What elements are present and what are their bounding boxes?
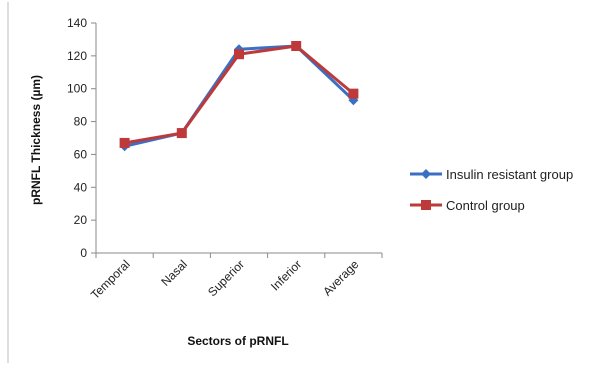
series-2 <box>119 41 359 148</box>
y-tick-label: 120 <box>67 49 87 63</box>
x-tick-label: Temporal <box>88 257 133 302</box>
y-tick-label: 80 <box>74 115 88 129</box>
y-tick-label: 20 <box>74 213 88 227</box>
legend-marker <box>421 169 431 179</box>
series-line <box>124 44 355 145</box>
data-point <box>176 128 187 139</box>
legend-label: Control group <box>446 198 525 213</box>
x-axis-ticks: Temporal Nasal Superior Inferior Average <box>88 253 383 302</box>
legend-label: Insulin resistant group <box>446 167 573 182</box>
x-tick-label: Nasal <box>158 257 190 289</box>
data-point <box>234 49 244 60</box>
legend-marker <box>421 200 431 210</box>
y-tick-label: 0 <box>80 246 87 260</box>
x-axis-title: Sectors of pRNFL <box>187 334 288 348</box>
x-tick-label: Inferior <box>268 257 304 293</box>
y-axis-ticks: 0 20 40 60 80 100 120 140 <box>67 16 96 260</box>
x-tick-label: Average <box>320 257 362 299</box>
series-layer <box>119 41 359 152</box>
legend-item: Insulin resistant group <box>410 167 573 182</box>
data-point <box>291 41 302 51</box>
y-axis-title: pRNFL Thickness (µm) <box>29 75 43 205</box>
legend: Insulin resistant group Control group <box>410 167 573 213</box>
legend-item: Control group <box>410 198 525 213</box>
y-tick-label: 40 <box>74 180 88 194</box>
y-tick-label: 60 <box>74 147 88 161</box>
data-point <box>348 88 359 99</box>
y-tick-label: 140 <box>67 16 87 30</box>
data-point <box>119 137 130 148</box>
x-tick-label: Superior <box>205 257 247 299</box>
y-tick-label: 100 <box>67 82 87 96</box>
series-line <box>124 44 355 148</box>
